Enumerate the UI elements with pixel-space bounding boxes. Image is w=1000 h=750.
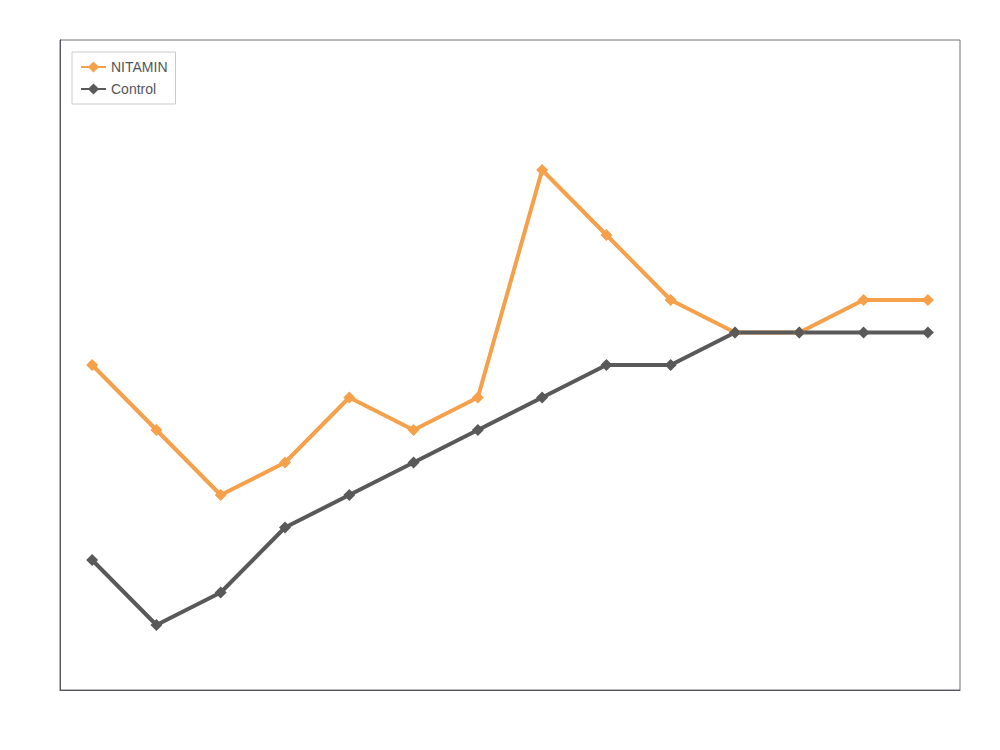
svg-text:Control: Control <box>111 81 156 97</box>
svg-text:NITAMIN: NITAMIN <box>111 59 168 75</box>
